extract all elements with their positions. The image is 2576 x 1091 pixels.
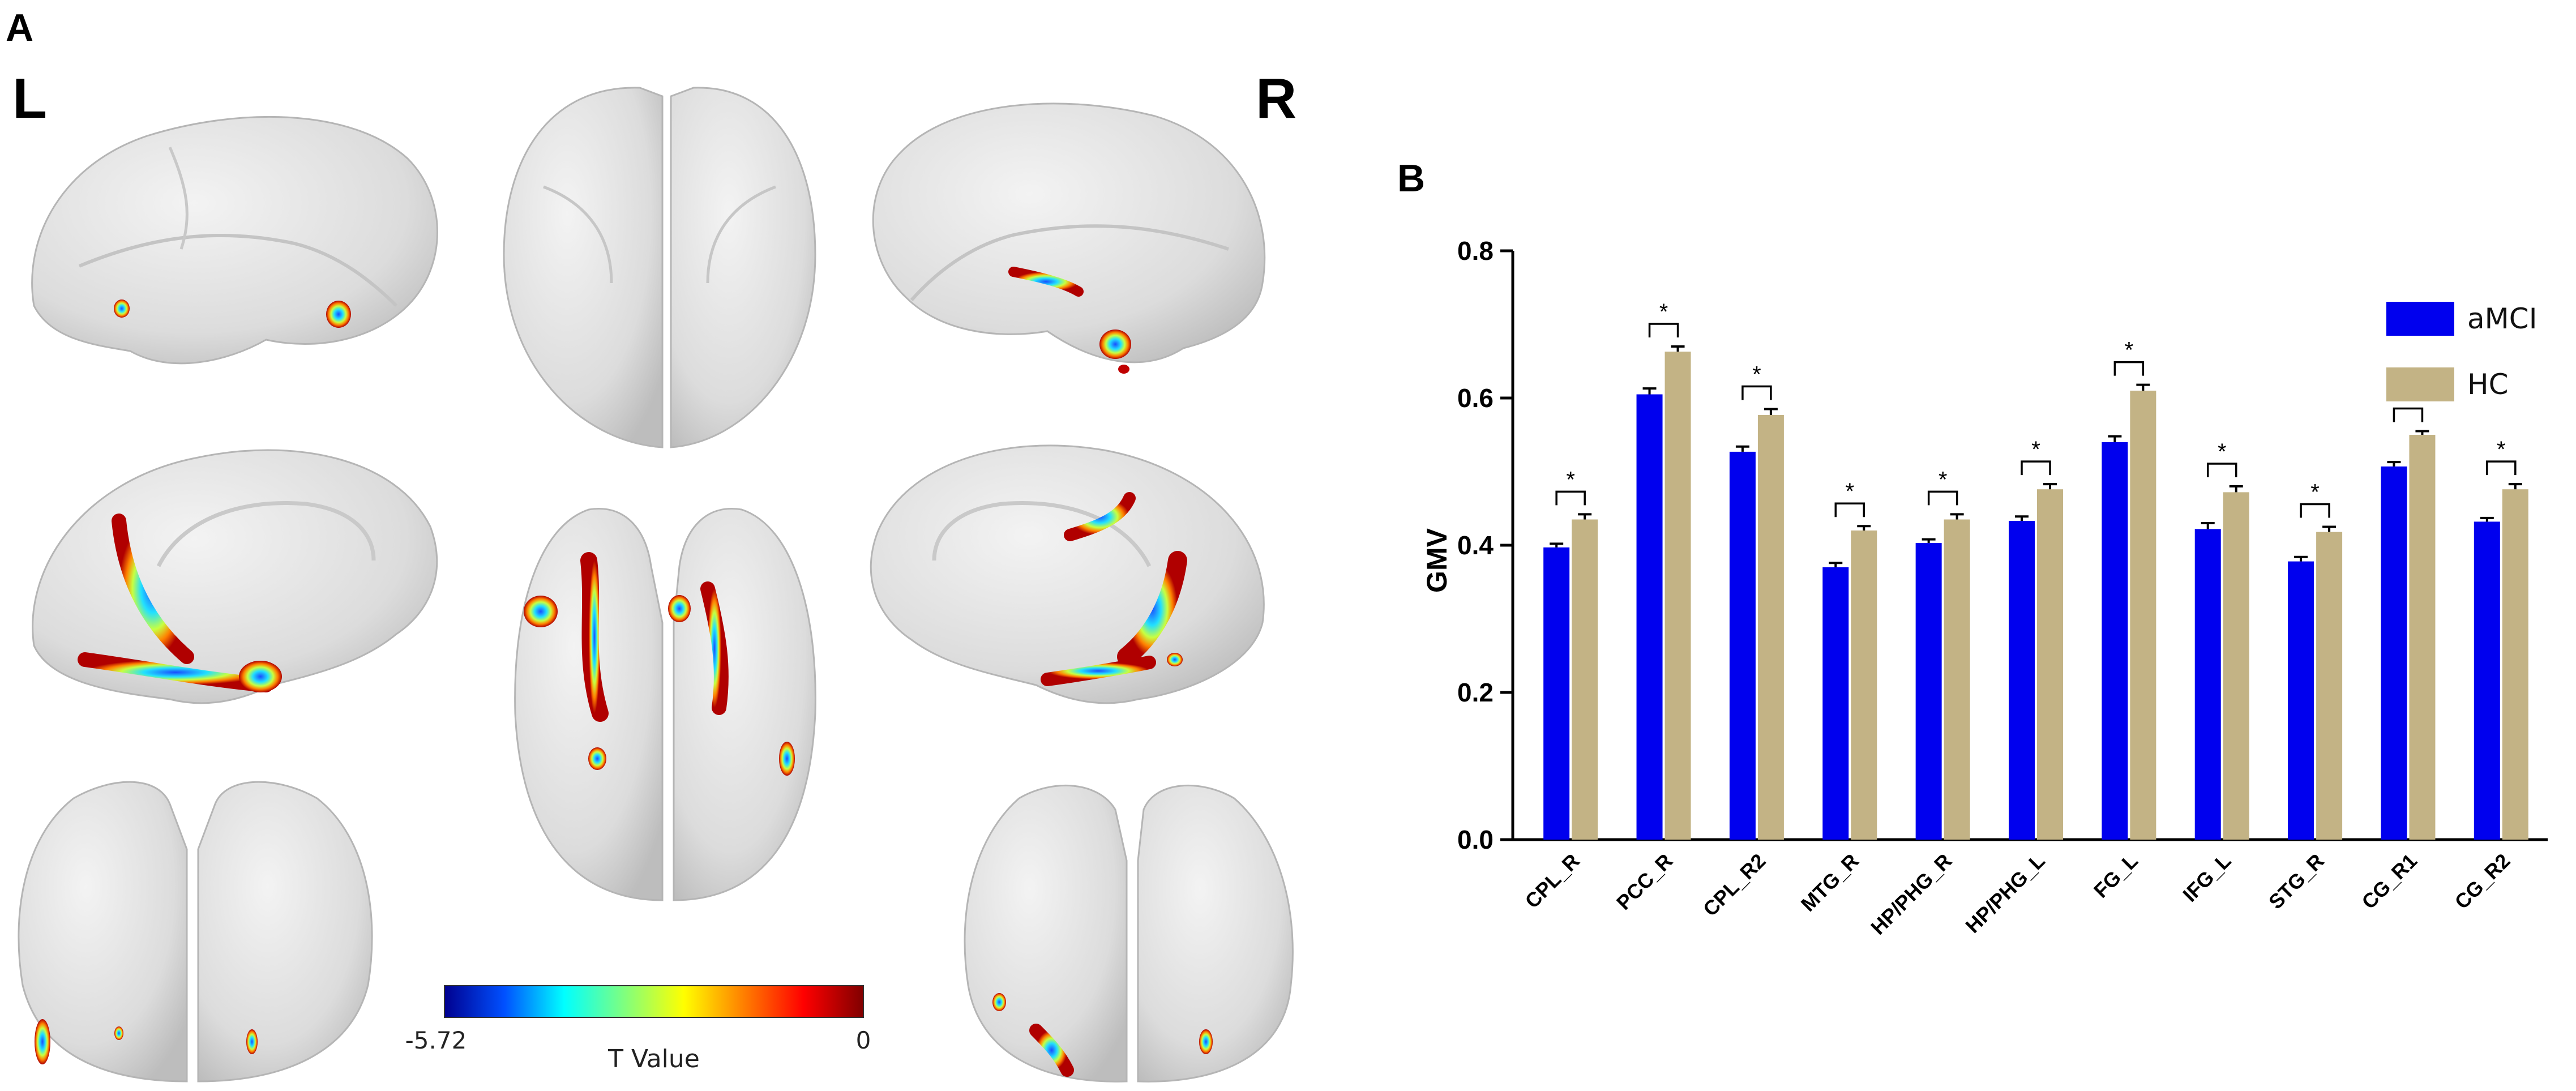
brain-ventral-view	[514, 508, 816, 901]
significance-marker: *	[1566, 467, 1575, 492]
brain-left-lateral	[31, 115, 438, 365]
legend: aMCI HC	[2386, 302, 2537, 401]
significance-marker: *	[1845, 479, 1854, 504]
panel-a-label: A	[6, 6, 33, 49]
significance-bracket	[2486, 460, 2517, 476]
significance-marker: *	[2218, 439, 2227, 464]
bar-amci	[2381, 466, 2407, 840]
brain-posterior-view-right	[964, 785, 1294, 1083]
panel-b: B GMV 0.00.20.40.60.8*CPL_R*PCC_R*CPL_R2…	[1370, 122, 2576, 1008]
significance-marker: *	[1752, 362, 1761, 387]
activation-blob	[588, 747, 606, 770]
bar-amci	[2009, 521, 2035, 840]
significance-bracket	[1648, 323, 1679, 337]
legend-swatch-amci	[2386, 302, 2454, 336]
y-axis-label: GMV	[1421, 528, 1453, 593]
bar-amci	[2474, 521, 2500, 840]
brain-right-lateral	[872, 102, 1266, 374]
significance-marker: *	[1939, 467, 1948, 492]
bar-amci	[1543, 547, 1570, 840]
significance-marker: *	[2125, 338, 2134, 363]
activation-blob	[112, 514, 194, 664]
bar-amci	[1822, 567, 1849, 840]
significance-bracket	[2021, 460, 2051, 476]
bar-amci	[1729, 451, 1756, 840]
activation-blob	[326, 301, 351, 328]
bar-hc	[2130, 391, 2156, 840]
activation-blob	[1099, 330, 1131, 359]
bar-hc	[2502, 489, 2528, 840]
significance-bracket	[2393, 407, 2424, 422]
significance-bracket	[1927, 490, 1958, 506]
y-tick-label: 0.4	[1457, 530, 1494, 560]
y-tick-label: 0.6	[1457, 383, 1494, 413]
bar-amci	[1636, 394, 1663, 840]
significance-marker: *	[2031, 437, 2040, 462]
significance-bracket	[1555, 490, 1586, 506]
y-tick-label: 0.8	[1457, 236, 1494, 266]
activation-blob	[1064, 492, 1136, 541]
colorbar-max-label: 0	[856, 1026, 871, 1054]
activation-blob	[246, 1029, 258, 1054]
panel-a: A L R	[6, 6, 1296, 1083]
bar-amci	[2194, 529, 2221, 840]
bar-hc	[1664, 352, 1691, 840]
colorbar-min-label: -5.72	[405, 1026, 467, 1054]
activation-blob	[1167, 653, 1183, 666]
brain-left-medial	[32, 449, 438, 704]
significance-bracket	[2300, 503, 2330, 518]
significance-bracket	[1741, 385, 1772, 400]
significance-bracket	[2113, 361, 2145, 376]
activation-blob	[1029, 1024, 1074, 1077]
right-hemisphere-label: R	[1256, 67, 1296, 130]
bar-hc	[1851, 530, 1877, 840]
y-tick-label: 0.2	[1457, 678, 1494, 707]
legend-label-hc: HC	[2467, 368, 2509, 401]
activation-blob	[524, 596, 558, 627]
legend-swatch-hc	[2386, 367, 2454, 401]
activation-blob	[35, 1019, 50, 1064]
brain-dorsal-view	[503, 87, 816, 448]
brain-right-medial	[870, 444, 1265, 704]
activation-blob	[114, 1026, 123, 1040]
bar-amci	[2102, 442, 2128, 840]
colorbar: -5.72 0 T Value	[405, 985, 871, 1073]
left-hemisphere-label: L	[12, 67, 47, 130]
activation-blob	[779, 742, 795, 776]
activation-blob	[580, 552, 609, 722]
brain-posterior-view-left	[18, 781, 373, 1083]
panel-b-label: B	[1397, 157, 1425, 200]
bar-amci	[2288, 561, 2314, 840]
significance-marker: *	[2497, 437, 2506, 462]
bar-hc	[2409, 435, 2436, 840]
activation-blob	[992, 993, 1006, 1011]
activation-blob	[114, 300, 130, 318]
activation-blob	[1117, 551, 1187, 666]
legend-label-amci: aMCI	[2467, 302, 2537, 335]
bar-hc	[1572, 519, 1598, 840]
bar-chart: 0.00.20.40.60.8*CPL_R*PCC_R*CPL_R2*MTG_R…	[1457, 236, 2548, 939]
significance-bracket	[1834, 502, 1865, 517]
bar-hc	[1944, 519, 1970, 840]
bar-amci	[1915, 543, 1942, 840]
bar-hc	[1757, 414, 1784, 840]
activation-blob	[1199, 1029, 1213, 1054]
panel-b-background	[1370, 122, 2576, 1008]
bar-hc	[2223, 492, 2249, 840]
significance-marker: *	[2310, 480, 2320, 505]
y-tick-label: 0.0	[1457, 825, 1494, 854]
colorbar-title: T Value	[607, 1045, 700, 1073]
bar-hc	[2316, 532, 2343, 840]
colorbar-gradient	[444, 985, 864, 1018]
activation-blob	[1041, 656, 1156, 686]
activation-blob	[700, 581, 729, 715]
significance-marker: *	[1659, 300, 1668, 324]
activation-blob	[1008, 267, 1084, 297]
significance-bracket	[2206, 463, 2237, 477]
activation-blob	[239, 661, 282, 692]
activation-blob	[668, 595, 691, 622]
bar-hc	[2037, 489, 2063, 840]
